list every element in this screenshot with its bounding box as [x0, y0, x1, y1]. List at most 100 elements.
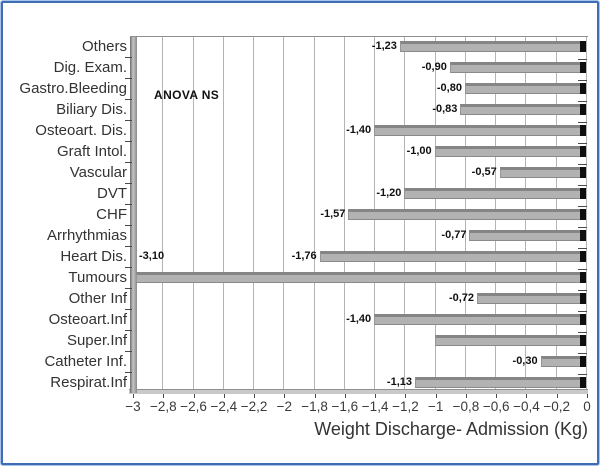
x-tick-label: 0 [583, 399, 591, 414]
gridline [586, 36, 587, 393]
category-tick-right [578, 311, 587, 312]
x-axis-tick [314, 394, 316, 398]
category-tick-left [125, 372, 132, 373]
category-label: Catheter Inf. [44, 353, 127, 370]
x-axis-tick [193, 394, 195, 398]
bar [434, 146, 586, 157]
x-axis-tick [344, 394, 346, 398]
x-axis-tick [435, 394, 437, 398]
x-tick-label: −0,4 [513, 399, 540, 414]
x-tick-label: −2,8 [149, 399, 177, 414]
x-axis-tick [375, 394, 377, 398]
bar-end-cap [580, 272, 586, 283]
category-tick-left [125, 162, 132, 163]
x-tick-label: −1,6 [331, 399, 359, 414]
gridline [222, 36, 224, 393]
bar-end-cap [579, 83, 586, 94]
category-tick-right [578, 59, 587, 60]
anova-annotation: ANOVA NS [154, 88, 220, 102]
bar-end-cap [579, 104, 586, 115]
category-tick-left [125, 288, 132, 289]
bar-end-cap [579, 335, 586, 346]
category-label: Osteoart.Inf [48, 311, 127, 328]
bar-end-cap [579, 188, 586, 199]
x-axis-tick [284, 394, 286, 398]
x-tick-label: −1 [427, 399, 444, 414]
bar [540, 356, 586, 367]
y-axis-wall [130, 36, 137, 393]
gridline [283, 36, 285, 393]
category-tick-left [125, 141, 132, 142]
category-label: Other Inf [68, 290, 127, 307]
category-tick-left [125, 267, 132, 268]
category-label: Dig. Exam. [53, 59, 127, 76]
gridline [192, 36, 194, 393]
bar-value-label: -1,40 [346, 313, 372, 325]
bar-value-label: -1,13 [386, 376, 412, 388]
bar-value-label: -1,23 [371, 40, 397, 52]
category-tick-left [125, 120, 132, 121]
bar [499, 167, 586, 178]
bar-value-label: -0,77 [441, 229, 467, 241]
bar-value-label: -0,72 [448, 292, 475, 304]
category-tick-left [125, 246, 132, 247]
x-axis-tick [223, 394, 225, 398]
category-tick-left [125, 330, 132, 331]
x-tick-label: −0,2 [543, 399, 571, 414]
bar-end-cap [579, 209, 586, 220]
category-tick-left [125, 204, 132, 205]
bar [374, 125, 586, 136]
bar-value-label: -0,57 [471, 166, 497, 178]
gridline [343, 36, 345, 393]
bar-value-label: -0,90 [421, 61, 447, 73]
category-tick-right [578, 101, 587, 102]
x-tick-label: −0,8 [452, 399, 480, 414]
category-tick-right [578, 332, 587, 333]
category-tick-left [125, 99, 132, 100]
category-label: Respirat.Inf [50, 374, 127, 391]
category-tick-right [578, 185, 587, 186]
category-label: Gastro.Bleeding [19, 80, 127, 97]
x-tick-label: −2,6 [180, 399, 207, 414]
bar-end-cap [579, 293, 586, 304]
x-tick-label: −1,4 [361, 399, 389, 414]
bar [319, 251, 586, 262]
x-axis-title: Weight Discharge- Admission (Kg) [314, 419, 588, 439]
bar-end-cap [579, 314, 586, 325]
category-label: Osteoart. Dis. [35, 122, 127, 139]
category-tick-right [578, 269, 587, 270]
bar-end-cap [579, 62, 586, 73]
category-tick-right [578, 143, 587, 144]
category-tick-left [125, 183, 132, 184]
bar-value-label: -0,80 [436, 82, 462, 94]
bar [449, 62, 586, 73]
gridline [253, 36, 255, 393]
category-label: Super.Inf [66, 332, 127, 349]
category-label: CHF [96, 206, 127, 223]
category-tick-right [578, 248, 587, 249]
x-axis-tick [556, 394, 558, 398]
category-tick-right [578, 353, 587, 354]
x-tick-label: −2,4 [210, 399, 238, 414]
x-tick-label: −1,2 [392, 399, 419, 414]
bar-value-label: -1,20 [376, 187, 402, 199]
category-tick-left [125, 225, 132, 226]
bar-value-label: -1,00 [406, 145, 432, 157]
bar-end-cap [579, 146, 586, 157]
bar-end-cap [579, 167, 586, 178]
category-label: Tumours [68, 269, 127, 286]
category-label: Others [81, 38, 127, 55]
bar [136, 272, 586, 283]
x-axis-tick [465, 394, 467, 398]
category-tick-right [578, 122, 587, 123]
bar-value-label: -1,76 [291, 250, 317, 262]
category-label: Arrhythmias [46, 227, 127, 244]
bar [374, 314, 586, 325]
bar [477, 293, 586, 304]
bar-value-label: -0,83 [432, 103, 458, 115]
category-tick-left [125, 78, 132, 79]
x-axis-tick [254, 394, 256, 398]
bar-end-cap [579, 230, 586, 241]
bar-end-cap [579, 356, 586, 367]
